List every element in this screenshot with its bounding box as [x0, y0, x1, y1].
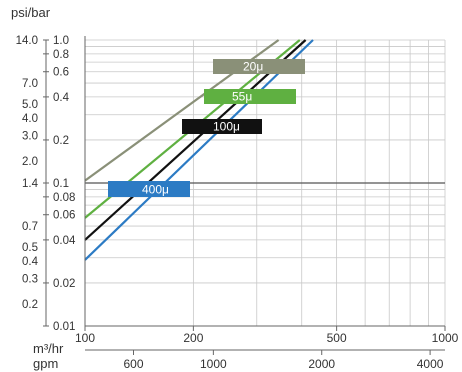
psi-tick-label: 0.3 — [22, 274, 38, 286]
legend-box-20u — [213, 59, 305, 74]
legend-label-20u: 20μ — [243, 60, 263, 74]
psi-tick-label: 5.0 — [22, 99, 38, 111]
psi-tick-label: 7.0 — [22, 78, 38, 90]
psi-tick-label: 0.2 — [22, 299, 38, 311]
bar-tick-label: 0.08 — [53, 192, 75, 204]
psi-tick-label: 0.5 — [22, 242, 38, 254]
legend-box-400u — [108, 181, 190, 197]
bar-tick-label: 0.06 — [53, 210, 75, 222]
m3hr-tick-label: 1000 — [432, 331, 459, 345]
m3hr-tick-label: 500 — [327, 331, 347, 345]
bar-tick-label: 1.0 — [53, 35, 69, 47]
tick-labels: 1.0 0.8 0.6 0.4 0.2 0.1 0.08 0.06 0.04 0.02 0.01 14… — [16, 35, 459, 371]
bar-tick-label: 0.1 — [53, 178, 69, 190]
psi-tick-label: 1.4 — [22, 178, 39, 190]
psi-tick-label: 0.4 — [22, 256, 39, 268]
m3hr-tick-label: 100 — [75, 331, 95, 345]
legend-labels: 20μ 55μ 100μ 400μ — [108, 59, 305, 197]
bar-tick-label: 0.2 — [53, 135, 69, 147]
y-axis-label: psi/bar — [11, 5, 51, 20]
m3hr-tick-label: 200 — [183, 331, 203, 345]
bar-tick-label: 0.8 — [53, 49, 69, 61]
x-axis-label-gpm: gpm — [33, 356, 58, 371]
gpm-tick-label: 2000 — [308, 357, 335, 371]
psi-tick-label: 0.7 — [22, 221, 38, 233]
psi-tick-label: 3.0 — [22, 131, 38, 143]
bar-tick-label: 0.04 — [53, 235, 76, 247]
legend-label-100u: 100μ — [213, 120, 240, 134]
axes — [43, 36, 446, 355]
legend-box-55u — [204, 89, 296, 104]
psi-tick-label: 14.0 — [16, 35, 38, 47]
gpm-tick-label: 600 — [123, 357, 143, 371]
series-line-400u — [84, 39, 314, 261]
psi-tick-label: 2.0 — [22, 156, 38, 168]
bar-tick-label: 0.01 — [53, 321, 75, 333]
legend-box-100u — [182, 119, 262, 134]
gpm-tick-label: 4000 — [417, 357, 444, 371]
legend-label-400u: 400μ — [142, 183, 169, 197]
x-axis-label-m3hr: m³/hr — [33, 341, 64, 356]
legend-label-55u: 55μ — [232, 90, 252, 104]
psi-tick-label: 4.0 — [22, 113, 38, 125]
bar-tick-label: 0.02 — [53, 278, 75, 290]
bar-tick-label: 0.4 — [53, 92, 70, 104]
gpm-tick-label: 1000 — [200, 357, 227, 371]
bar-tick-label: 0.6 — [53, 67, 69, 79]
